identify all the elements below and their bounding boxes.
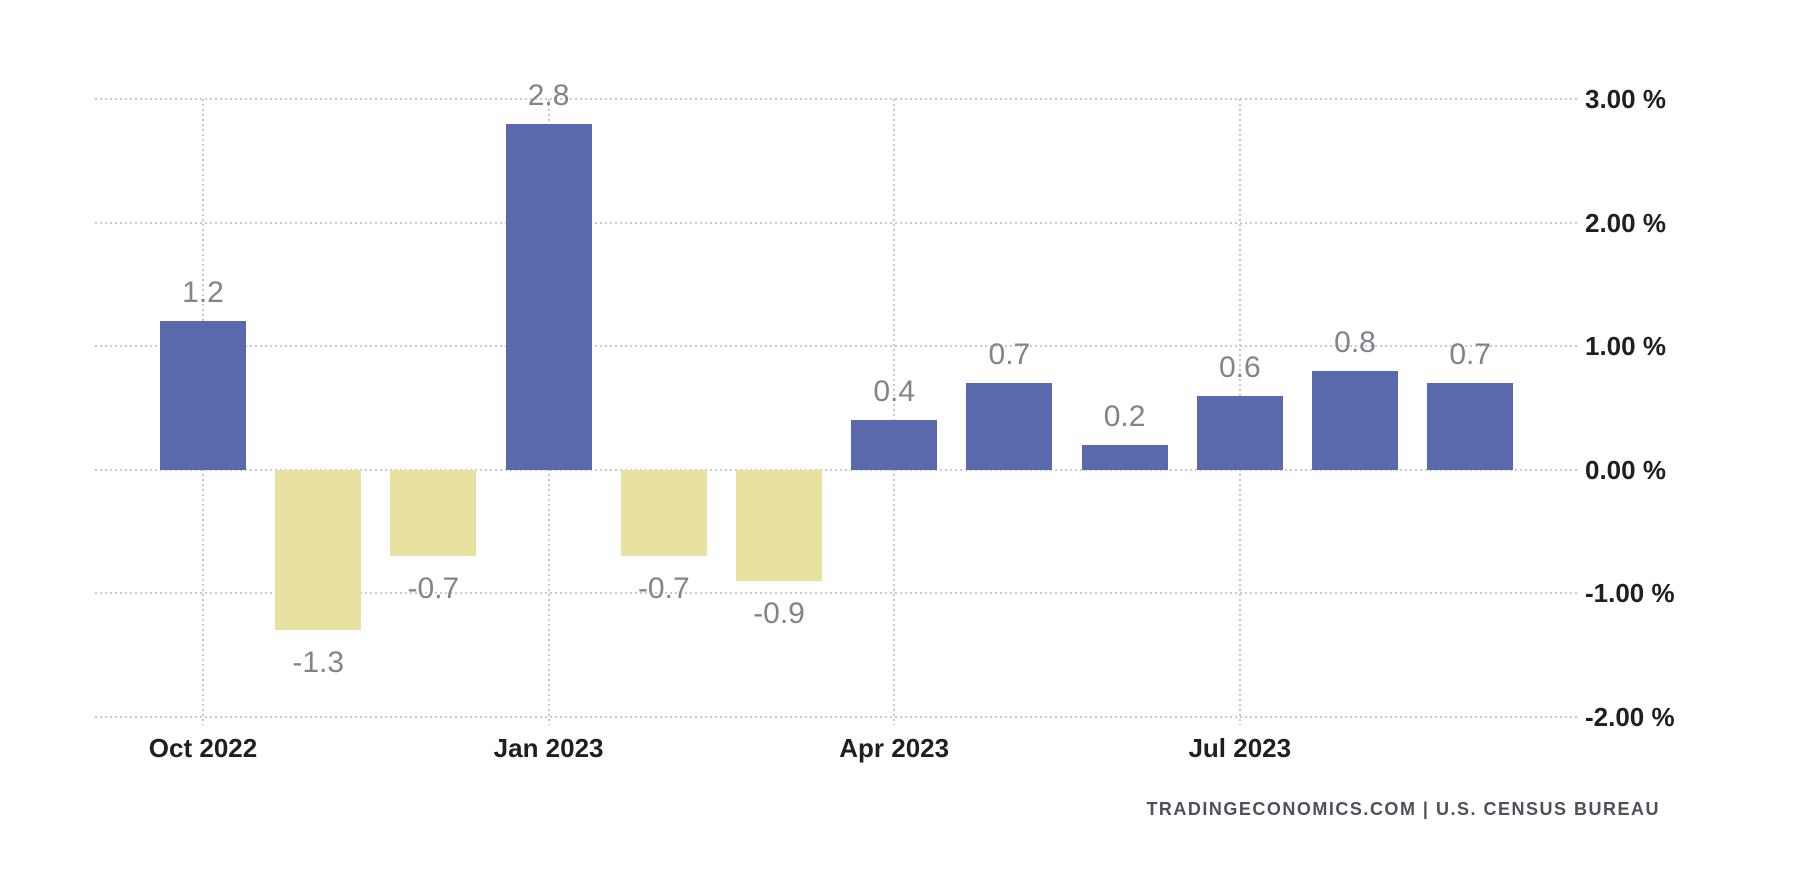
- bar[interactable]: [160, 321, 246, 470]
- x-axis-tick-label: Jan 2023: [493, 733, 604, 763]
- bar-value-label: -0.9: [753, 597, 805, 631]
- bar-value-label: 0.2: [1103, 400, 1146, 434]
- bar[interactable]: [1081, 445, 1168, 470]
- attribution-text: TRADINGECONOMICS.COM | U.S. CENSUS BUREA…: [1146, 799, 1660, 819]
- bar-value-label: 1.2: [182, 276, 224, 310]
- bar-value-label: 0.8: [1334, 325, 1376, 359]
- bar-value-label: -0.7: [637, 572, 690, 606]
- y-gridline: [95, 592, 1578, 595]
- bar-value-label: 0.7: [988, 338, 1031, 372]
- bar[interactable]: [275, 469, 362, 631]
- bar-value-label: 0.7: [1449, 338, 1492, 372]
- y-gridline: [95, 468, 1578, 471]
- y-gridline: [95, 345, 1578, 348]
- bar[interactable]: [966, 383, 1053, 470]
- y-gridline: [95, 98, 1578, 100]
- y-axis-tick-label: 1.00 %: [1585, 331, 1666, 362]
- y-gridline: [95, 221, 1578, 224]
- bar-value-label: -0.7: [407, 572, 460, 606]
- bar[interactable]: [505, 123, 592, 470]
- y-gridline: [95, 716, 1578, 718]
- bar[interactable]: [1312, 370, 1398, 470]
- bar-value-label: 0.6: [1218, 350, 1261, 384]
- y-axis-tick-label: 2.00 %: [1585, 207, 1666, 238]
- y-axis-tick-label: -2.00 %: [1585, 702, 1675, 732]
- bar[interactable]: [620, 469, 707, 557]
- y-axis-tick-label: 0.00 %: [1585, 454, 1666, 485]
- x-gridline: [893, 99, 896, 725]
- x-axis-tick-label: Oct 2022: [148, 733, 258, 763]
- plot-area: 3.00 % 2.00 % 1.00 % 0.00 % -1.00 % -2.00 % Oc…: [95, 80, 1675, 763]
- bar[interactable]: [736, 469, 822, 582]
- x-axis-tick-label: Jul 2023: [1188, 733, 1292, 763]
- bar[interactable]: [1427, 383, 1514, 470]
- x-axis-tick-label: Apr 2023: [839, 733, 950, 763]
- y-axis-tick-label: -1.00 %: [1585, 578, 1675, 609]
- bar-value-label: 0.4: [873, 375, 916, 409]
- bar-value-label: -1.3: [292, 646, 345, 680]
- bar[interactable]: [851, 420, 938, 470]
- y-axis-tick-label: 3.00 %: [1585, 84, 1666, 114]
- bar-value-label: 2.8: [527, 78, 570, 112]
- bar[interactable]: [390, 469, 477, 557]
- bar[interactable]: [1196, 395, 1283, 470]
